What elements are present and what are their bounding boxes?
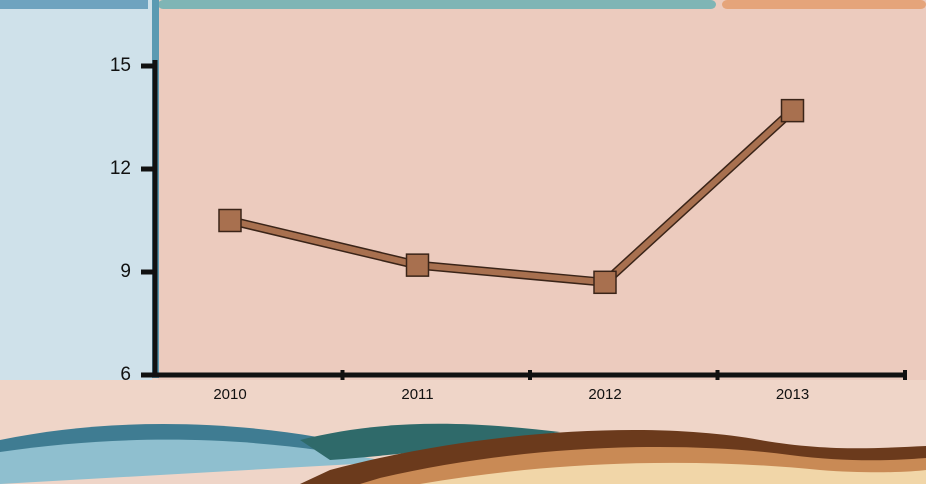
y-tick-label: 6 [120,364,131,385]
x-tick-label: 2012 [588,386,621,403]
top-strip [0,0,148,9]
x-tick-label: 2010 [213,386,246,403]
y-tick-label: 15 [110,55,131,76]
top-strip [722,0,926,9]
marker [593,270,617,295]
marker [218,208,242,233]
top-strip [158,0,716,9]
x-tick-label: 2011 [401,386,433,403]
wave-decoration [0,423,926,484]
marker [780,98,805,123]
x-tick-label: 2013 [776,386,809,403]
y-tick-label: 9 [120,261,131,282]
marker [405,253,430,277]
line [229,108,795,286]
plot-panel [158,0,926,380]
y-tick-label: 12 [110,158,131,179]
left-panel [0,0,152,380]
